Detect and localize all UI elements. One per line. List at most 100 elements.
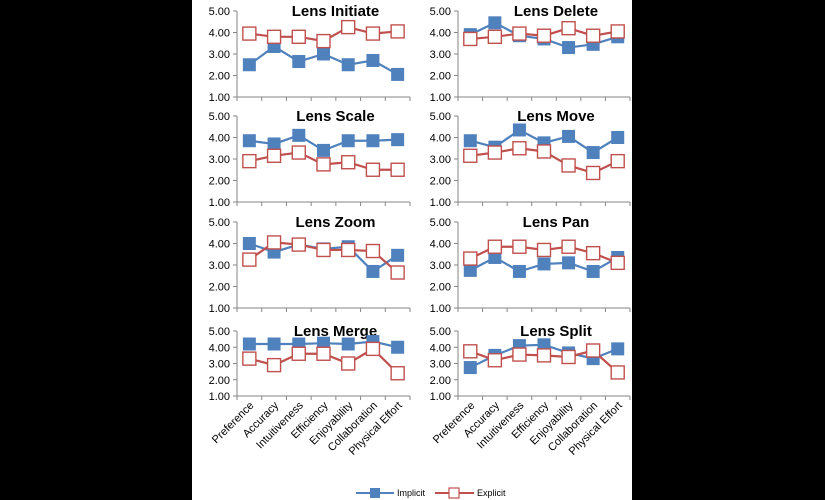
explicit-point (610, 153, 625, 169)
implicit-point (267, 337, 281, 351)
y-tick-label: 2.00 (430, 375, 451, 387)
y-tick-label: 2.00 (209, 375, 230, 387)
chart-lens-delete: 1.00 2.00 3.00 4.00 5.00 Lens Delete (430, 3, 631, 104)
implicit-point (512, 264, 526, 278)
y-tick-label: 4.00 (209, 28, 230, 40)
explicit-point (487, 239, 503, 254)
explicit-point (610, 365, 625, 380)
explicit-point (463, 251, 478, 266)
y-tick-label: 5.00 (430, 326, 451, 338)
explicit-point (512, 26, 527, 41)
implicit-point (391, 67, 405, 81)
explicit-point (463, 344, 478, 359)
y-tick-label: 1.00 (209, 197, 230, 209)
explicit-point (242, 26, 257, 41)
chart-lens-merge: 1.002.003.004.005.00 Lens MergePreference… (209, 323, 411, 458)
y-tick-label: 4.00 (430, 239, 451, 251)
implicit-point (391, 248, 405, 262)
y-tick-label: 5.00 (209, 326, 230, 338)
y-tick-label: 1.00 (430, 391, 451, 403)
y-tick-label: 5.00 (430, 217, 451, 229)
y-tick-label: 4.00 (209, 133, 230, 145)
y-tick-label: 1.00 (209, 303, 230, 315)
implicit-point (366, 264, 380, 278)
y-tick-label: 3.00 (209, 154, 230, 166)
explicit-point (536, 242, 552, 258)
chart-lens-scale: 1.00 2.00 3.00 4.00 5.00 Lens Scale (209, 108, 411, 209)
legend-implicit-marker (370, 488, 380, 498)
implicit-point (463, 361, 477, 375)
y-tick-label: 4.00 (209, 342, 230, 354)
chart-title: Lens Scale (296, 108, 374, 125)
explicit-point (487, 353, 503, 368)
implicit-point (488, 16, 502, 30)
chart-lens-zoom: 1.00 2.00 3.00 4.00 5.00 Lens Zoom (209, 214, 411, 315)
explicit-point (341, 242, 356, 258)
implicit-point (292, 128, 306, 142)
y-tick-label: 1.00 (209, 92, 230, 104)
y-tick-label: 3.00 (209, 260, 230, 272)
implicit-point (242, 134, 256, 148)
explicit-point (242, 252, 257, 267)
y-tick-label: 4.00 (430, 28, 451, 40)
implicit-point (562, 41, 576, 55)
chart-lens-initiate: 1.00 2.00 3.00 4.00 5.00 Lens Initiate (209, 3, 411, 104)
implicit-point (586, 264, 600, 278)
y-tick-label: 1.00 (209, 391, 230, 403)
explicit-point (585, 165, 601, 181)
explicit-point (536, 348, 552, 363)
explicit-point (266, 357, 282, 373)
explicit-point (536, 28, 552, 43)
implicit-point (317, 47, 330, 61)
chart-title: Lens Initiate (292, 3, 380, 20)
implicit-point (611, 342, 625, 356)
y-tick-label: 1.00 (430, 197, 451, 209)
explicit-point (341, 155, 356, 170)
explicit-point (266, 148, 282, 163)
chart-lens-split: 1.002.003.004.005.00 Lens SplitPreference… (430, 323, 631, 458)
y-tick-label: 1.00 (430, 92, 451, 104)
y-tick-label: 3.00 (430, 49, 451, 61)
chart-lens-pan: 1.00 2.00 3.00 4.00 5.00 Lens Pan (430, 214, 631, 315)
y-tick-label: 5.00 (209, 111, 230, 123)
explicit-point (561, 21, 576, 36)
implicit-point (391, 340, 405, 354)
explicit-point (390, 366, 405, 381)
explicit-point (365, 243, 381, 259)
explicit-point (316, 33, 331, 49)
explicit-point (561, 349, 576, 365)
implicit-point (463, 263, 477, 277)
chart-lens-move: 1.00 2.00 3.00 4.00 5.00 Lens Move (430, 108, 631, 209)
explicit-point (291, 29, 306, 44)
implicit-point (242, 337, 256, 351)
y-tick-label: 5.00 (430, 6, 451, 18)
y-tick-label: 3.00 (430, 359, 451, 371)
explicit-point (266, 235, 282, 250)
explicit-point (610, 255, 625, 271)
implicit-point (562, 129, 576, 143)
y-tick-label: 1.00 (430, 303, 451, 315)
legend: Implicit Explicit (356, 487, 506, 499)
y-tick-label: 2.00 (430, 282, 451, 294)
y-tick-label: 2.00 (430, 176, 451, 188)
legend-explicit-label: Explicit (477, 488, 506, 498)
y-tick-label: 2.00 (209, 176, 230, 188)
explicit-point (487, 145, 503, 160)
explicit-point (536, 144, 552, 159)
implicit-point (611, 131, 625, 144)
chart-title: Lens Move (517, 108, 595, 125)
y-tick-label: 5.00 (430, 111, 451, 123)
explicit-point (365, 162, 381, 177)
y-tick-label: 5.00 (209, 6, 230, 18)
explicit-point (390, 24, 405, 39)
chart-title: Lens Delete (514, 3, 598, 20)
implicit-point (292, 55, 306, 69)
explicit-point (242, 153, 257, 169)
legend-explicit-marker (448, 487, 460, 499)
explicit-point (341, 19, 356, 35)
implicit-point (341, 337, 355, 351)
explicit-point (266, 29, 282, 44)
implicit-point (562, 256, 576, 270)
y-tick-label: 3.00 (430, 260, 451, 272)
explicit-point (390, 162, 405, 177)
